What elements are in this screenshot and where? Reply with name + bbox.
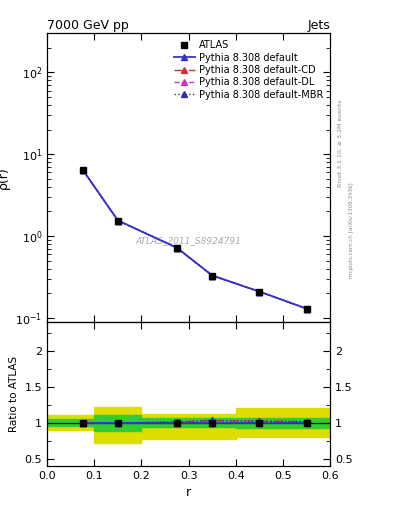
X-axis label: r: r — [186, 486, 191, 499]
Legend: ATLAS, Pythia 8.308 default, Pythia 8.308 default-CD, Pythia 8.308 default-DL, P: ATLAS, Pythia 8.308 default, Pythia 8.30… — [172, 38, 325, 102]
Text: 7000 GeV pp: 7000 GeV pp — [47, 19, 129, 32]
Text: mcplots.cern.ch [arXiv:1306.3436]: mcplots.cern.ch [arXiv:1306.3436] — [349, 183, 354, 278]
Text: Rivet 3.1.10, ≥ 3.2M events: Rivet 3.1.10, ≥ 3.2M events — [338, 99, 342, 187]
Y-axis label: Ratio to ATLAS: Ratio to ATLAS — [9, 356, 19, 432]
Text: Jets: Jets — [307, 19, 330, 32]
Text: ATLAS_2011_S8924791: ATLAS_2011_S8924791 — [136, 237, 242, 245]
Y-axis label: ρ(r): ρ(r) — [0, 166, 10, 189]
